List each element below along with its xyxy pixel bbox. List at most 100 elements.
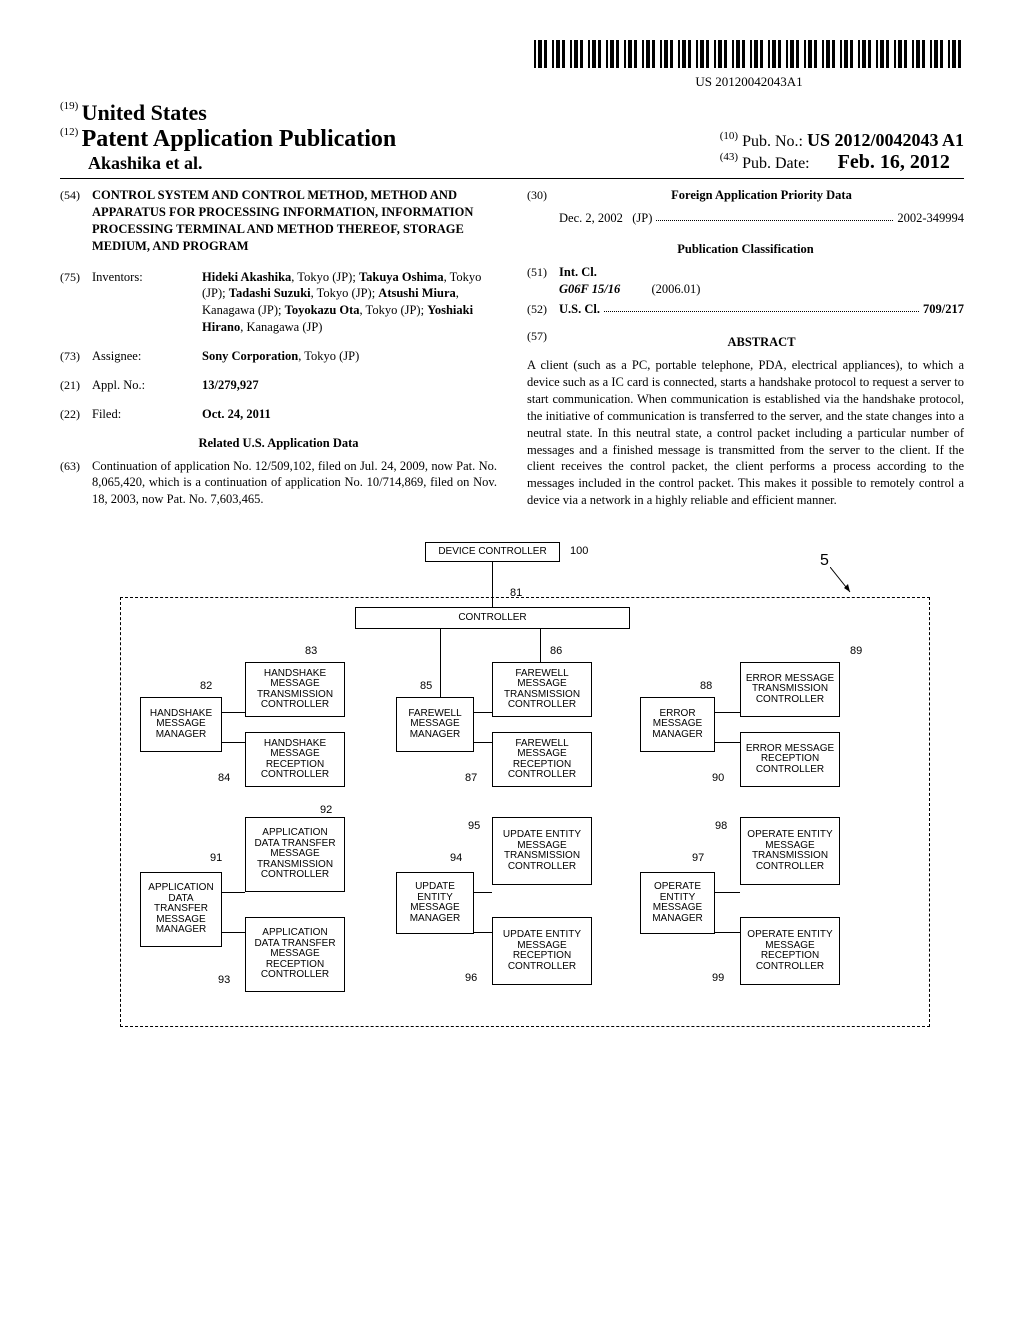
country-code: (19) (60, 100, 78, 112)
pub-type: Patent Application Publication (82, 126, 397, 152)
right-column: (30) Foreign Application Priority Data D… (527, 187, 964, 520)
applno-code: (21) (60, 377, 92, 394)
inventors-code: (75) (60, 269, 92, 337)
title-code: (54) (60, 187, 92, 255)
connector-line (222, 932, 245, 933)
connector-line (540, 629, 541, 662)
appdata-tx-box: APPLICATION DATA TRANSFER MESSAGE TRANSM… (245, 817, 345, 892)
update-tx-box: UPDATE ENTITY MESSAGE TRANSMISSION CONTR… (492, 817, 592, 885)
device-controller-box: DEVICE CONTROLLER (425, 542, 560, 562)
error-tx-box: ERROR MESSAGE TRANSMISSION CONTROLLER (740, 662, 840, 717)
applno-label: Appl. No.: (92, 377, 202, 394)
update-mgr-box: UPDATE ENTITY MESSAGE MANAGER (396, 872, 474, 934)
assignee-code: (73) (60, 348, 92, 365)
assignee-label: Assignee: (92, 348, 202, 365)
ref-91: 91 (210, 852, 222, 864)
ref-98: 98 (715, 820, 727, 832)
ref-85: 85 (420, 680, 432, 692)
inventors-value: Hideki Akashika, Tokyo (JP); Takuya Oshi… (202, 269, 497, 337)
controller-box: CONTROLLER (355, 607, 630, 629)
connector-line (474, 742, 492, 743)
pub-no-value: US 2012/0042043 A1 (807, 130, 964, 150)
foreign-number: 2002-349994 (897, 210, 964, 227)
foreign-code: (30) (527, 187, 559, 210)
pub-date-code: (43) (720, 151, 738, 163)
header-right: (10) Pub. No.: US 2012/0042043 A1 (43) P… (720, 130, 964, 174)
intcl-year: (2006.01) (652, 282, 701, 296)
barcode-area: US 20120042043A1 (60, 40, 964, 90)
pub-type-code: (12) (60, 126, 78, 138)
related-code: (63) (60, 458, 92, 509)
connector-line (474, 932, 492, 933)
appdata-mgr-box: APPLICATION DATA TRANSFER MESSAGE MANAGE… (140, 872, 222, 947)
ref-88: 88 (700, 680, 712, 692)
abstract-text: A client (such as a PC, portable telepho… (527, 357, 964, 509)
bibliographic-columns: (54) CONTROL SYSTEM AND CONTROL METHOD, … (60, 187, 964, 520)
pub-date-label: Pub. Date: (742, 155, 810, 172)
error-rx-box: ERROR MESSAGE RECEPTION CONTROLLER (740, 732, 840, 787)
farewell-mgr-box: FAREWELL MESSAGE MANAGER (396, 697, 474, 752)
operate-tx-box: OPERATE ENTITY MESSAGE TRANSMISSION CONT… (740, 817, 840, 885)
ref-93: 93 (218, 974, 230, 986)
assignee-value: Sony Corporation, Tokyo (JP) (202, 348, 497, 365)
filed-value: Oct. 24, 2011 (202, 406, 497, 423)
connector-line (715, 712, 740, 713)
connector-line (715, 742, 740, 743)
foreign-date: Dec. 2, 2002 (559, 210, 623, 227)
filed-label: Filed: (92, 406, 202, 423)
intcl-code: (51) (527, 264, 559, 298)
handshake-tx-box: HANDSHAKE MESSAGE TRANSMISSION CONTROLLE… (245, 662, 345, 717)
ref-83: 83 (305, 645, 317, 657)
connector-line (222, 892, 245, 893)
figure-diagram: 5 DEVICE CONTROLLER 100 CONTROLLER 81 HA… (60, 542, 964, 1032)
ref-95: 95 (468, 820, 480, 832)
connector-line (474, 712, 492, 713)
connector-line (222, 712, 245, 713)
intcl-label: Int. Cl. (559, 264, 700, 281)
pub-date-value: Feb. 16, 2012 (838, 151, 950, 173)
update-rx-box: UPDATE ENTITY MESSAGE RECEPTION CONTROLL… (492, 917, 592, 985)
ref-84: 84 (218, 772, 230, 784)
ref-92: 92 (320, 804, 332, 816)
ref-96: 96 (465, 972, 477, 984)
handshake-mgr-box: HANDSHAKE MESSAGE MANAGER (140, 697, 222, 752)
intcl-class: G06F 15/16 (559, 282, 620, 296)
ref-86: 86 (550, 645, 562, 657)
ref-100: 100 (570, 545, 588, 557)
related-text: Continuation of application No. 12/509,1… (92, 458, 497, 509)
pub-no-code: (10) (720, 130, 738, 142)
farewell-rx-box: FAREWELL MESSAGE RECEPTION CONTROLLER (492, 732, 592, 787)
uscl-code: (52) (527, 301, 559, 318)
barcode-graphic (534, 40, 964, 68)
uscl-value: 709/217 (923, 301, 964, 318)
applno-value: 13/279,927 (202, 377, 497, 394)
pub-no-label: Pub. No.: (742, 133, 803, 150)
appdata-rx-box: APPLICATION DATA TRANSFER MESSAGE RECEPT… (245, 917, 345, 992)
ref-5-arrow (830, 567, 860, 597)
invention-title: CONTROL SYSTEM AND CONTROL METHOD, METHO… (92, 187, 497, 255)
connector-line (492, 562, 493, 607)
filed-code: (22) (60, 406, 92, 423)
ref-94: 94 (450, 852, 462, 864)
abstract-heading: ABSTRACT (559, 334, 964, 351)
error-mgr-box: ERROR MESSAGE MANAGER (640, 697, 715, 752)
foreign-heading: Foreign Application Priority Data (559, 187, 964, 204)
connector-line (715, 932, 740, 933)
uscl-label: U.S. Cl. (559, 301, 600, 318)
left-column: (54) CONTROL SYSTEM AND CONTROL METHOD, … (60, 187, 497, 520)
operate-rx-box: OPERATE ENTITY MESSAGE RECEPTION CONTROL… (740, 917, 840, 985)
ref-81: 81 (510, 587, 522, 599)
ref-90: 90 (712, 772, 724, 784)
foreign-country: (JP) (632, 210, 652, 227)
farewell-tx-box: FAREWELL MESSAGE TRANSMISSION CONTROLLER (492, 662, 592, 717)
ref-99: 99 (712, 972, 724, 984)
country-name: United States (82, 100, 207, 125)
header-left: (19) United States (12) Patent Applicati… (60, 100, 396, 174)
header-row: (19) United States (12) Patent Applicati… (60, 100, 964, 179)
connector-line (715, 892, 740, 893)
authors-line: Akashika et al. (60, 153, 396, 174)
ref-97: 97 (692, 852, 704, 864)
ref-82: 82 (200, 680, 212, 692)
related-heading: Related U.S. Application Data (60, 435, 497, 452)
ref-5: 5 (820, 552, 829, 570)
